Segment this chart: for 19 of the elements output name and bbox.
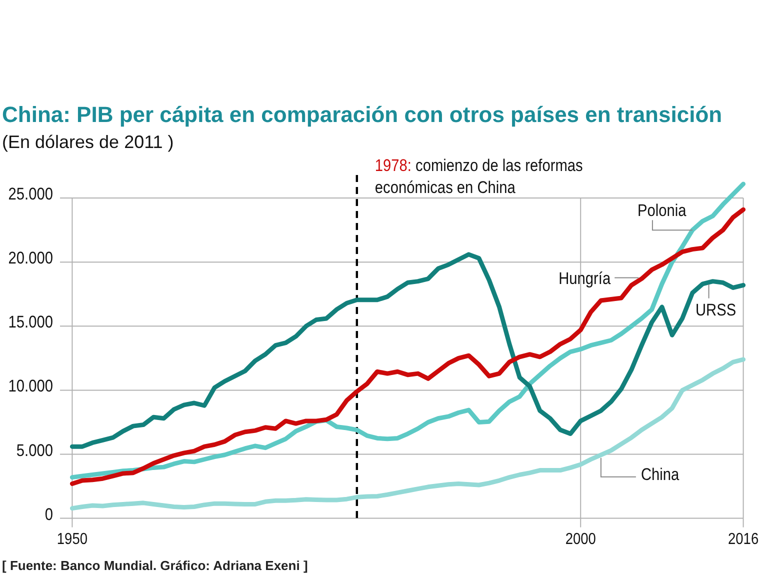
x-tick-label: 1950: [56, 530, 88, 548]
line-series: [70, 252, 746, 449]
series-label: URSS: [695, 301, 736, 320]
series-label: Polonia: [637, 202, 686, 220]
y-tick-label: 5.000: [16, 442, 54, 460]
chart-subtitle: (En dólares de 2011 ): [2, 132, 174, 152]
x-tick-label: 2016: [728, 530, 759, 548]
x-tick-label: 2000: [565, 530, 596, 548]
y-tick-label: 0: [44, 506, 54, 524]
y-tick-label: 25.000: [8, 186, 54, 204]
ref-line-label: 1978: comienzo de las reformas económicas en China: [374, 157, 583, 198]
chart-title: China: PIB per cápita en comparación con otros países en transición: [2, 102, 722, 127]
y-tick-label: 15.000: [8, 314, 54, 332]
y-tick-label: 10.000: [8, 378, 54, 396]
text: [ Fuente: Banco Mundial. Gráfico: Adriana Exeni ]: [2, 558, 308, 573]
line-series: [70, 357, 746, 511]
series-label: Hungría: [558, 270, 611, 288]
y-tick-label: 20.000: [8, 250, 54, 268]
series-label: China: [640, 466, 680, 484]
